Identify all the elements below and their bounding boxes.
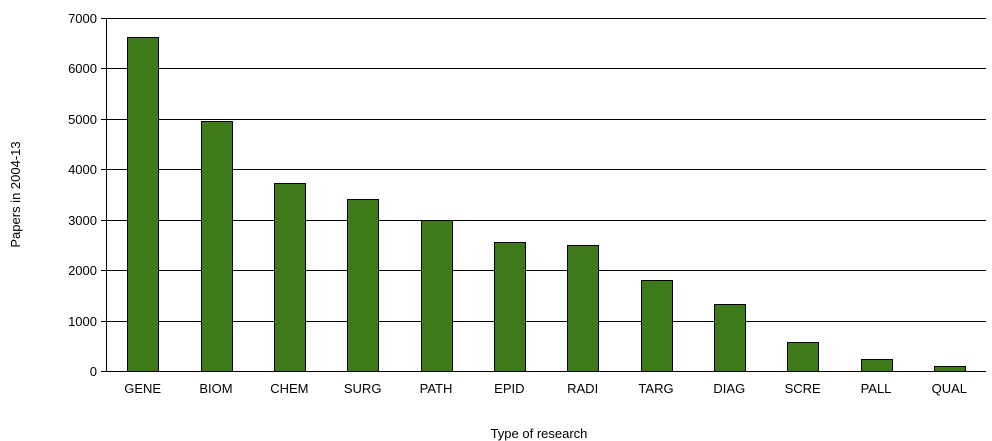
bar-pall [861,359,893,372]
x-tick-label: CHEM [270,381,308,396]
bars [127,37,966,372]
x-tick-label: GENE [124,381,161,396]
y-tick-label: 0 [90,364,97,379]
y-tick-label: 3000 [68,213,97,228]
bar-scre [787,342,819,372]
bar-chem [274,183,306,372]
x-tick-label: SCRE [785,381,821,396]
grid-lines [101,18,986,372]
bar-gene [127,37,159,372]
bar-radi [567,245,599,372]
y-tick-label: 4000 [68,162,97,177]
x-tick-label: SURG [344,381,382,396]
x-axis-title: Type of research [491,426,588,441]
y-tick-label: 1000 [68,314,97,329]
y-tick-label: 2000 [68,263,97,278]
y-tick-labels: 0 1000 2000 3000 4000 5000 6000 7000 [68,11,97,379]
x-tick-label: RADI [567,381,598,396]
x-tick-label: BIOM [199,381,232,396]
x-tick-label: DIAG [713,381,745,396]
x-tick-label: PATH [420,381,453,396]
x-tick-label: PALL [861,381,892,396]
x-tick-label: QUAL [932,381,967,396]
bar-epid [494,242,526,372]
y-tick-label: 5000 [68,112,97,127]
bar-targ [641,280,673,372]
y-axis-title: Papers in 2004-13 [8,141,23,247]
bar-surg [347,199,379,372]
bar-diag [714,304,746,372]
x-tick-label: TARG [638,381,673,396]
bar-biom [201,121,233,372]
y-tick-label: 7000 [68,11,97,26]
x-tick-labels: GENE BIOM CHEM SURG PATH EPID RADI TARG DIAG SCRE… [124,381,967,396]
x-tick-label: EPID [494,381,524,396]
bar-qual [934,366,966,372]
bar-path [421,220,453,372]
y-tick-label: 6000 [68,61,97,76]
